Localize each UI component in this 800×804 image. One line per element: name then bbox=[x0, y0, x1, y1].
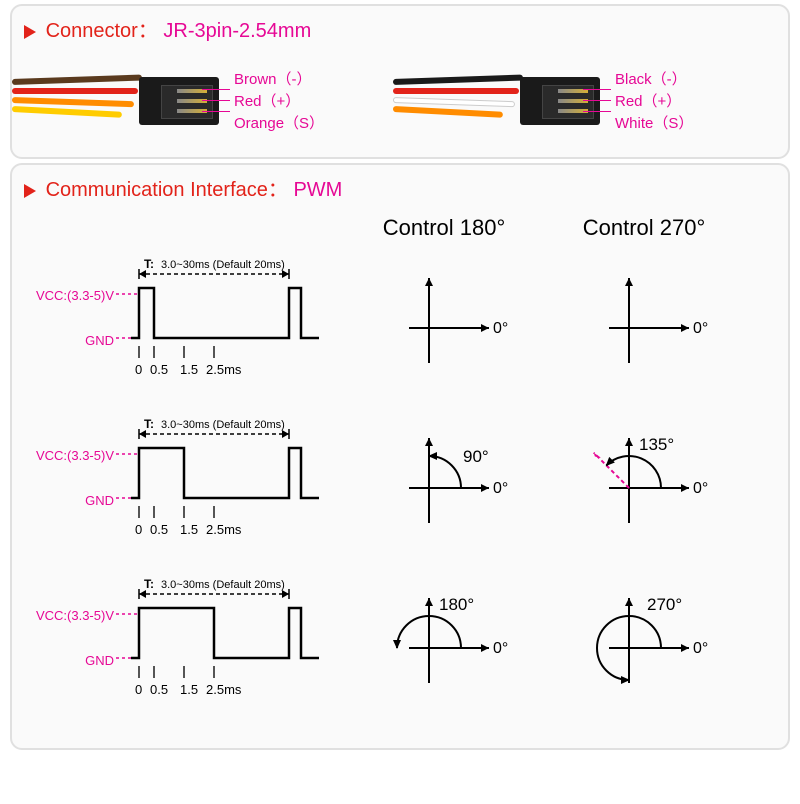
svg-text:0°: 0° bbox=[493, 640, 508, 657]
angle-svg: 0° 135° bbox=[544, 408, 744, 558]
pin-labels: Black（-）Red（+）White（S） bbox=[615, 69, 693, 135]
svg-text:T:: T: bbox=[144, 417, 154, 431]
svg-text:0°: 0° bbox=[493, 320, 508, 337]
svg-text:1.5: 1.5 bbox=[180, 362, 198, 377]
svg-text:0°: 0° bbox=[693, 640, 708, 657]
svg-text:0.5: 0.5 bbox=[150, 362, 168, 377]
connector-right: Black（-）Red（+）White（S） bbox=[405, 49, 776, 149]
angle-diagram: 0° 180° bbox=[344, 568, 544, 728]
wire bbox=[393, 106, 503, 118]
connector-plug bbox=[139, 77, 219, 125]
pin-label: Red（+） bbox=[234, 91, 324, 113]
svg-text:3.0~30ms (Default 20ms): 3.0~30ms (Default 20ms) bbox=[161, 419, 285, 431]
leader-line bbox=[583, 111, 611, 112]
angle-diagram: 0°90° bbox=[344, 408, 544, 568]
svg-text:270°: 270° bbox=[647, 595, 682, 614]
gnd-label: GND bbox=[54, 653, 114, 668]
col-head-270: Control 270° bbox=[583, 215, 706, 241]
pwm-title-prefix: Communication Interface： bbox=[46, 179, 288, 201]
svg-text:180°: 180° bbox=[439, 595, 474, 614]
leader-line bbox=[202, 100, 230, 101]
angle-diagram: 0° bbox=[544, 248, 744, 408]
svg-text:T:: T: bbox=[144, 577, 154, 591]
waveform-cell: VCC:(3.3-5)VGNDT:3.0~30ms (Default 20ms)… bbox=[24, 408, 344, 568]
angle-svg: 0° bbox=[344, 248, 544, 398]
connector-left: Brown（-）Red（+）Orange（S） bbox=[24, 49, 395, 149]
wire bbox=[12, 106, 122, 118]
connector-plug bbox=[520, 77, 600, 125]
triangle-icon bbox=[24, 25, 36, 39]
wire-bundle bbox=[393, 79, 523, 129]
connector-header: Connector： JR-3pin-2.54mm bbox=[24, 14, 776, 43]
angle-svg: 0°90° bbox=[344, 408, 544, 558]
svg-text:2.5ms: 2.5ms bbox=[206, 682, 242, 697]
angle-diagram: 0° 135° bbox=[544, 408, 744, 568]
angle-svg: 0° 180° bbox=[344, 568, 544, 718]
svg-text:0°: 0° bbox=[693, 320, 708, 337]
pwm-header: Communication Interface： PWM bbox=[24, 173, 776, 202]
pin-label: Black（-） bbox=[615, 69, 693, 91]
angle-diagram: 0° 270° bbox=[544, 568, 744, 728]
angle-svg: 0° bbox=[544, 248, 744, 398]
connector-title-prefix: Connector： bbox=[46, 20, 158, 42]
pwm-panel: Communication Interface： PWM Control 180… bbox=[10, 163, 790, 750]
waveform-svg: T: 3.0~30ms (Default 20ms) 0 0.5 1.5 2.5ms bbox=[24, 408, 344, 558]
svg-text:2.5ms: 2.5ms bbox=[206, 362, 242, 377]
connector-title-value: JR-3pin-2.54mm bbox=[163, 20, 311, 42]
svg-text:0.5: 0.5 bbox=[150, 522, 168, 537]
svg-text:1.5: 1.5 bbox=[180, 682, 198, 697]
pwm-title-value: PWM bbox=[293, 179, 342, 201]
pin-label: Brown（-） bbox=[234, 69, 324, 91]
connector-panel: Connector： JR-3pin-2.54mm Brown（-）Red（+）… bbox=[10, 4, 790, 159]
gnd-label: GND bbox=[54, 333, 114, 348]
wire bbox=[12, 88, 138, 94]
leader-line bbox=[202, 111, 230, 112]
connectors-row: Brown（-）Red（+）Orange（S） Black（-）Red（+）Wh… bbox=[24, 49, 776, 149]
svg-text:0: 0 bbox=[135, 682, 142, 697]
angle-diagram: 0° bbox=[344, 248, 544, 408]
leader-line bbox=[202, 89, 230, 90]
svg-text:1.5: 1.5 bbox=[180, 522, 198, 537]
svg-text:T:: T: bbox=[144, 257, 154, 271]
waveform-cell: VCC:(3.3-5)VGNDT:3.0~30ms (Default 20ms)… bbox=[24, 248, 344, 408]
svg-text:0: 0 bbox=[135, 362, 142, 377]
svg-text:0: 0 bbox=[135, 522, 142, 537]
gnd-label: GND bbox=[54, 493, 114, 508]
svg-text:0°: 0° bbox=[493, 480, 508, 497]
svg-text:0°: 0° bbox=[693, 480, 708, 497]
svg-text:3.0~30ms (Default 20ms): 3.0~30ms (Default 20ms) bbox=[161, 579, 285, 591]
wire bbox=[393, 74, 523, 85]
wire bbox=[393, 97, 515, 107]
wire bbox=[12, 97, 134, 107]
leader-line bbox=[583, 89, 611, 90]
wire-bundle bbox=[12, 79, 142, 129]
wire bbox=[12, 74, 142, 85]
waveform-svg: T: 3.0~30ms (Default 20ms) 0 0.5 1.5 2.5ms bbox=[24, 568, 344, 718]
vcc-label: VCC:(3.3-5)V bbox=[14, 288, 114, 303]
waveform-cell: VCC:(3.3-5)VGNDT:3.0~30ms (Default 20ms)… bbox=[24, 568, 344, 728]
svg-text:2.5ms: 2.5ms bbox=[206, 522, 242, 537]
col-head-180: Control 180° bbox=[383, 215, 506, 241]
vcc-label: VCC:(3.3-5)V bbox=[14, 608, 114, 623]
waveform-svg: T: 3.0~30ms (Default 20ms) 0 0.5 1.5 2.5ms bbox=[24, 248, 344, 398]
triangle-icon bbox=[24, 184, 36, 198]
pin-label: White（S） bbox=[615, 113, 693, 135]
pin-labels: Brown（-）Red（+）Orange（S） bbox=[234, 69, 324, 135]
svg-text:0.5: 0.5 bbox=[150, 682, 168, 697]
angle-svg: 0° 270° bbox=[544, 568, 744, 718]
pin-label: Red（+） bbox=[615, 91, 693, 113]
pin-label: Orange（S） bbox=[234, 113, 324, 135]
svg-text:135°: 135° bbox=[639, 435, 674, 454]
svg-text:3.0~30ms (Default 20ms): 3.0~30ms (Default 20ms) bbox=[161, 259, 285, 271]
pwm-grid: Control 180° Control 270° VCC:(3.3-5)VGN… bbox=[24, 208, 776, 728]
wire bbox=[393, 88, 519, 94]
leader-line bbox=[583, 100, 611, 101]
vcc-label: VCC:(3.3-5)V bbox=[14, 448, 114, 463]
svg-text:90°: 90° bbox=[463, 447, 489, 466]
